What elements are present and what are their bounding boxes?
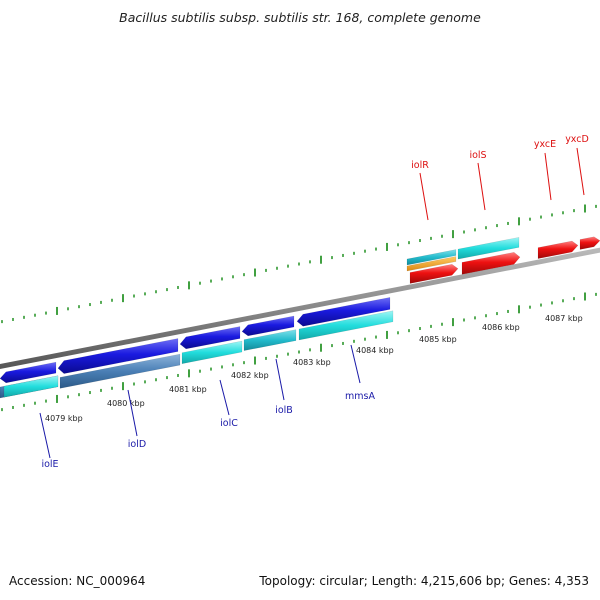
kbp-label: 4080 kbp (107, 399, 145, 408)
backbone-line (0, 247, 600, 369)
gene-yxcE[interactable] (537, 240, 579, 259)
leader-line (477, 162, 486, 211)
kbp-scale: 4079 kbp 4080 kbp 4081 kbp 4082 kbp 4083 kbp… (45, 314, 583, 423)
gene-label-iolS[interactable]: iolS (469, 150, 486, 161)
cds-feature[interactable] (243, 329, 297, 351)
gene-iolD[interactable] (57, 338, 179, 374)
gene-label-mmsA[interactable]: mmsA (345, 391, 375, 402)
leader-line (39, 412, 51, 459)
leader-line (576, 147, 585, 196)
gene-label-iolB[interactable]: iolB (275, 405, 293, 416)
gene-label-yxcE[interactable]: yxcE (534, 139, 556, 150)
kbp-label: 4086 kbp (482, 323, 520, 332)
misc-feature[interactable] (406, 256, 457, 272)
lower-tick-track (1, 292, 597, 412)
genome-title: Bacillus subtilis subsp. subtilis str. 1… (119, 10, 481, 25)
gene-label-yxcD[interactable]: yxcD (565, 134, 589, 145)
gene-label-iolD[interactable]: iolD (128, 439, 146, 450)
cds-feature[interactable] (298, 310, 394, 341)
leader-line (219, 379, 230, 416)
cds-feature[interactable] (181, 340, 243, 364)
gene-iolR[interactable] (409, 264, 459, 284)
kbp-label: 4079 kbp (45, 414, 83, 423)
leader-line (275, 358, 285, 401)
gene-iolC[interactable] (179, 326, 241, 350)
upper-tick-track (1, 204, 597, 324)
genome-backbone (0, 247, 600, 369)
cds-feature[interactable] (59, 353, 181, 389)
cds-feature[interactable] (457, 237, 520, 260)
leader-line (544, 152, 552, 201)
gene-labels[interactable]: iolE iolD iolC iolB mmsA iolR iolS yxcE yxcD (39, 134, 589, 470)
gene-iolB[interactable] (241, 315, 295, 337)
kbp-label: 4083 kbp (293, 358, 331, 367)
kbp-label: 4087 kbp (545, 314, 583, 323)
feature-track[interactable] (0, 236, 600, 399)
genome-summary-text: Topology: circular; Length: 4,215,606 bp… (259, 574, 589, 588)
kbp-label: 4081 kbp (169, 385, 207, 394)
gene-label-iolR[interactable]: iolR (411, 160, 429, 171)
cds-feature[interactable] (406, 249, 457, 266)
gene-yxcD[interactable] (579, 236, 600, 250)
kbp-label: 4085 kbp (419, 335, 457, 344)
gene-iolE[interactable] (0, 361, 57, 384)
cds-feature[interactable] (3, 375, 59, 398)
gene-mmsA[interactable] (296, 297, 391, 327)
leader-line (419, 172, 429, 221)
gene-label-iolE[interactable]: iolE (41, 459, 58, 470)
accession-text: Accession: NC_000964 (9, 574, 146, 588)
kbp-label: 4084 kbp (356, 346, 394, 355)
gene-iolS[interactable] (461, 252, 521, 275)
kbp-label: 4082 kbp (231, 371, 269, 380)
leader-line (350, 344, 361, 384)
gene-label-iolC[interactable]: iolC (220, 418, 238, 429)
leader-line (127, 389, 138, 437)
